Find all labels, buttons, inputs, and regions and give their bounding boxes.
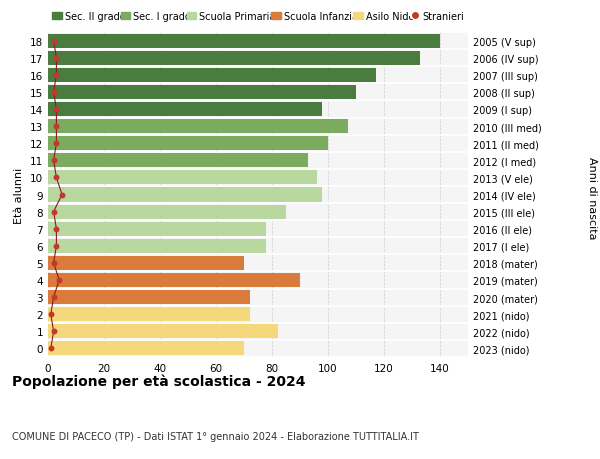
Point xyxy=(52,140,61,147)
Bar xyxy=(48,325,278,339)
Bar xyxy=(48,239,266,253)
Point xyxy=(49,157,58,165)
Bar xyxy=(48,256,244,270)
Point xyxy=(49,38,58,45)
Bar xyxy=(48,291,250,304)
Bar xyxy=(48,188,322,202)
Point xyxy=(46,311,56,318)
Bar xyxy=(48,205,286,219)
Bar xyxy=(48,341,244,356)
Legend: Sec. II grado, Sec. I grado, Scuola Primaria, Scuola Infanzia, Asilo Nido, Stran: Sec. II grado, Sec. I grado, Scuola Prim… xyxy=(48,8,468,26)
Point xyxy=(49,260,58,267)
Point xyxy=(52,225,61,233)
Point xyxy=(52,106,61,113)
Bar xyxy=(48,222,266,236)
Bar xyxy=(48,308,250,321)
Point xyxy=(55,277,64,284)
Text: COMUNE DI PACECO (TP) - Dati ISTAT 1° gennaio 2024 - Elaborazione TUTTITALIA.IT: COMUNE DI PACECO (TP) - Dati ISTAT 1° ge… xyxy=(12,431,419,441)
Point xyxy=(52,123,61,130)
Bar xyxy=(48,154,308,168)
Point xyxy=(52,243,61,250)
Bar xyxy=(48,274,300,287)
Bar xyxy=(48,103,322,117)
Bar xyxy=(48,51,421,66)
Bar xyxy=(48,69,376,83)
Point xyxy=(52,55,61,62)
Text: Anni di nascita: Anni di nascita xyxy=(587,156,597,239)
Bar xyxy=(48,120,347,134)
Point xyxy=(52,72,61,79)
Bar xyxy=(48,137,328,151)
Bar xyxy=(48,86,356,100)
Y-axis label: Età alunni: Età alunni xyxy=(14,167,25,223)
Point xyxy=(52,174,61,182)
Bar xyxy=(48,34,440,49)
Text: Popolazione per età scolastica - 2024: Popolazione per età scolastica - 2024 xyxy=(12,373,305,388)
Point xyxy=(57,191,67,199)
Point xyxy=(49,328,58,335)
Point xyxy=(49,89,58,96)
Point xyxy=(49,294,58,301)
Point xyxy=(46,345,56,353)
Point xyxy=(49,208,58,216)
Bar xyxy=(48,171,317,185)
